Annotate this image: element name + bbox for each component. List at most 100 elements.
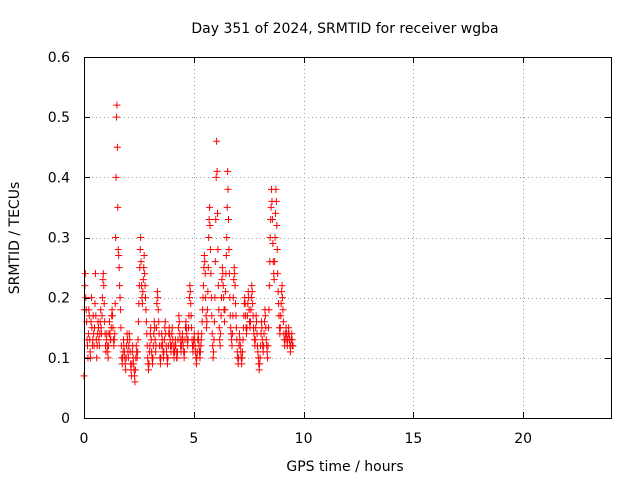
data-point: [216, 342, 224, 350]
x-tick-label: 15: [404, 431, 422, 447]
data-point: [145, 366, 153, 374]
data-point: [153, 288, 161, 296]
data-point: [208, 330, 216, 338]
data-point: [231, 282, 239, 290]
data-point: [131, 372, 139, 380]
y-tick-label: 0.6: [48, 50, 70, 66]
data-point: [180, 354, 188, 362]
data-point: [261, 312, 269, 320]
data-point: [224, 167, 232, 175]
data-point: [151, 336, 159, 344]
data-point: [140, 264, 148, 272]
data-point: [188, 324, 196, 332]
data-point: [98, 312, 106, 320]
data-point: [141, 282, 149, 290]
data-point: [87, 318, 95, 326]
data-point: [214, 209, 222, 217]
data-point: [248, 282, 256, 290]
data-point: [196, 354, 204, 362]
data-point: [236, 342, 244, 350]
data-point: [130, 360, 138, 368]
data-point: [175, 312, 183, 320]
data-point: [174, 324, 182, 332]
data-point: [273, 246, 281, 254]
data-point: [204, 264, 212, 272]
data-point: [198, 330, 206, 338]
data-point: [152, 348, 160, 356]
data-point: [91, 300, 99, 308]
data-point: [249, 300, 257, 308]
data-point: [187, 300, 195, 308]
y-tick-label: 0.1: [48, 351, 70, 367]
x-tick-label: 5: [189, 431, 198, 447]
y-tick-label: 0.4: [48, 170, 70, 186]
y-tick-label: 0.5: [48, 110, 70, 126]
data-point: [272, 185, 280, 193]
data-point: [203, 306, 211, 314]
data-point: [216, 336, 224, 344]
data-point: [100, 282, 108, 290]
data-point: [242, 330, 250, 338]
data-point: [197, 336, 205, 344]
data-point: [263, 348, 271, 356]
data-point: [203, 318, 211, 326]
data-point: [238, 360, 246, 368]
data-point: [134, 348, 142, 356]
data-point: [97, 324, 105, 332]
data-point: [113, 143, 121, 151]
data-point: [117, 324, 125, 332]
y-tick-label: 0.3: [48, 231, 70, 247]
y-tick-label: 0: [61, 411, 70, 427]
data-point: [109, 312, 117, 320]
data-point: [154, 294, 162, 302]
data-point: [260, 318, 268, 326]
data-point: [92, 312, 100, 320]
data-point: [223, 234, 231, 241]
data-point: [218, 264, 226, 272]
data-point: [206, 246, 214, 254]
data-point: [139, 288, 147, 296]
data-point: [105, 318, 113, 326]
data-point: [205, 234, 213, 241]
data-point: [136, 246, 144, 254]
data-point: [112, 173, 120, 181]
data-point: [186, 282, 194, 290]
data-point: [264, 354, 272, 362]
data-point: [111, 330, 119, 338]
chart-title: Day 351 of 2024, SRMTID for receiver wgb…: [191, 21, 498, 37]
data-point: [221, 318, 229, 326]
data-point: [203, 324, 211, 332]
data-point: [163, 360, 171, 368]
data-point: [256, 360, 264, 368]
data-point: [132, 342, 140, 350]
data-point: [149, 354, 157, 362]
data-point: [134, 318, 142, 326]
data-point: [93, 354, 101, 362]
data-point: [210, 318, 218, 326]
data-point: [224, 215, 232, 223]
data-point: [175, 318, 183, 326]
data-point: [134, 336, 142, 344]
data-point: [108, 306, 116, 314]
data-point: [200, 252, 208, 260]
data-point: [277, 312, 285, 320]
data-point: [91, 270, 99, 278]
data-point: [228, 330, 236, 338]
data-point: [289, 342, 297, 350]
data-point: [99, 276, 107, 284]
data-point: [142, 318, 150, 326]
data-point: [210, 348, 218, 356]
data-point: [85, 306, 93, 314]
data-point: [212, 215, 220, 223]
data-point: [100, 300, 108, 308]
data-point: [185, 294, 193, 302]
data-point: [99, 270, 107, 278]
data-point: [285, 324, 293, 332]
data-point: [168, 330, 176, 338]
data-point: [264, 324, 272, 332]
data-point: [217, 330, 225, 338]
data-point: [183, 330, 191, 338]
data-point: [115, 252, 123, 260]
data-point: [137, 234, 145, 241]
data-point: [131, 366, 139, 374]
